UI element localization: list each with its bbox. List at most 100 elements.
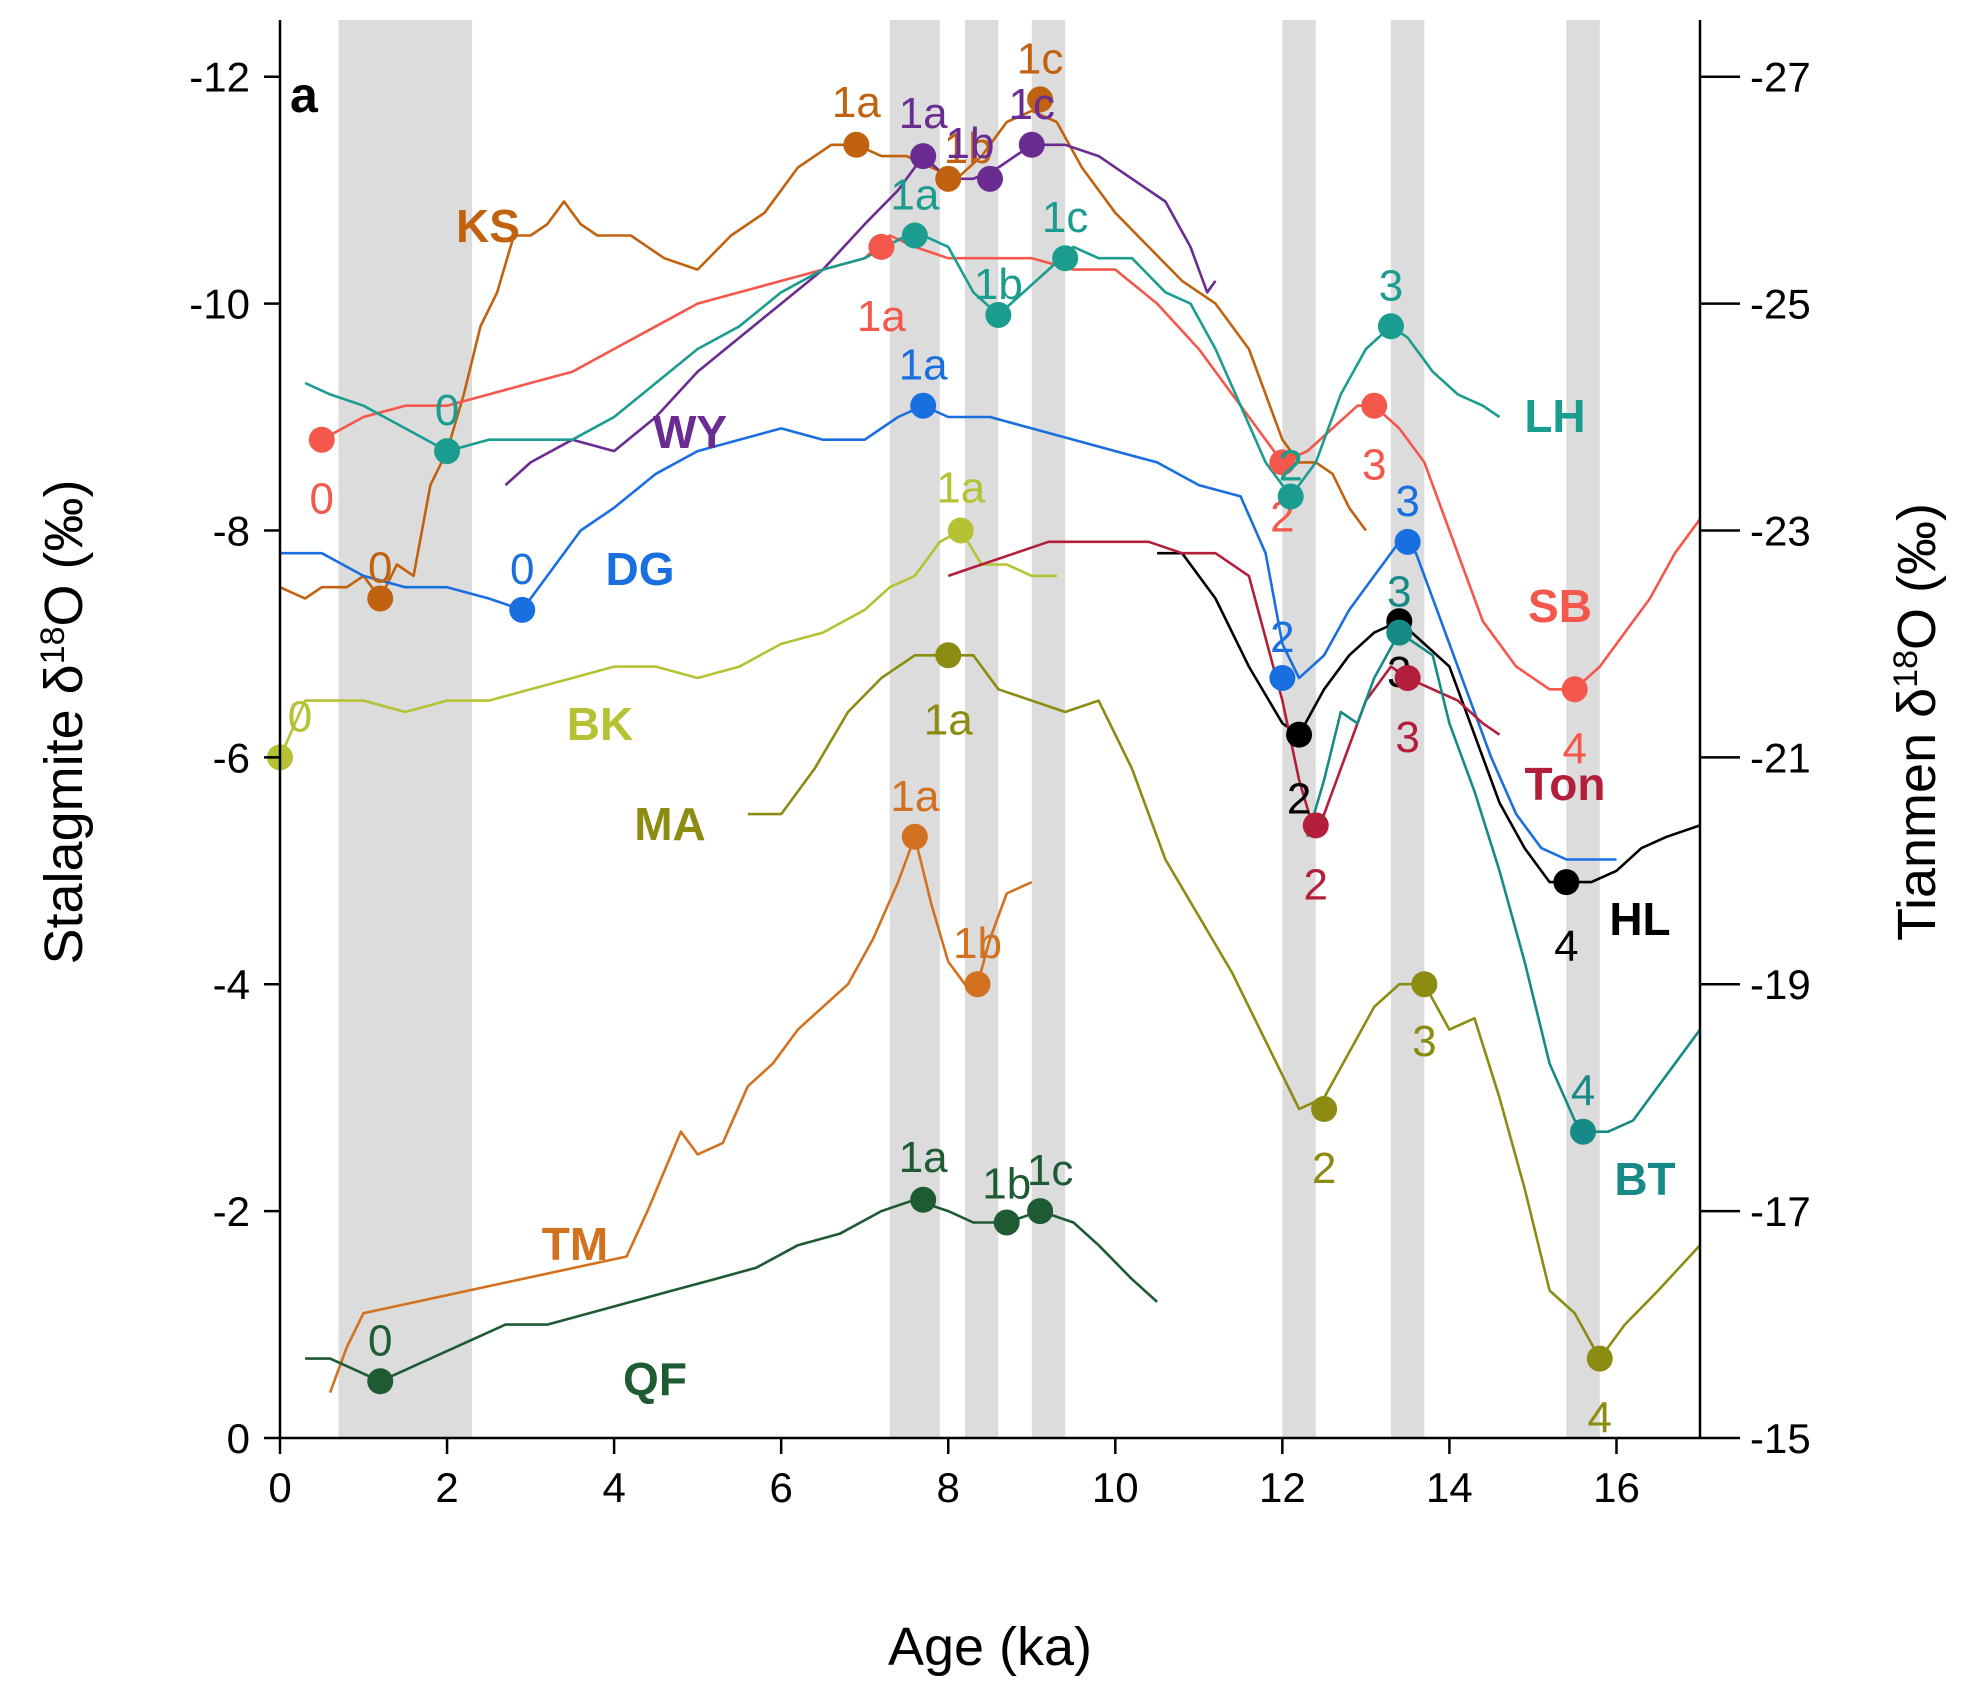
marker-hl-2 [1286,721,1313,748]
series-label-lh: LH [1524,390,1585,442]
marker-bk-1a [947,517,974,544]
marker-label-ks-1a: 1a [832,78,881,127]
y-left-tick-label-0: 0 [227,1415,250,1462]
series-label-ks: KS [456,200,520,252]
marker-label-lh-0: 0 [435,386,459,435]
x-tick-label-16: 16 [1593,1464,1640,1511]
marker-label-qf-1c: 1c [1027,1146,1073,1195]
marker-label-hl-2: 2 [1287,775,1311,824]
marker-wy-1b [977,165,1003,192]
marker-ks-1c [1027,86,1054,113]
marker-dg-2 [1269,664,1296,691]
marker-lh-1a [901,222,928,249]
shaded-interval-5 [1390,20,1425,1438]
y-right-tick-label--27: -27 [1750,54,1811,101]
marker-label-ks-1b: 1b [944,124,993,173]
series-label-qf: QF [623,1353,687,1405]
marker-label-lh-1a: 1a [890,171,939,220]
marker-lh-2 [1277,483,1304,510]
marker-dg-1a [910,392,937,419]
marker-label-ton-2: 2 [1304,860,1328,909]
series-labels: KS WY LH DG SB BK Ton MA HL TM BT QF [456,200,1676,1405]
marker-wy-1c [1018,131,1045,158]
marker-label-lh-1b: 1b [974,260,1023,309]
shaded-interval-2 [964,20,999,1438]
marker-bt-4 [1570,1118,1597,1145]
marker-label-ks-1c: 1c [1017,34,1063,83]
y-right-tick-label--23: -23 [1750,507,1811,554]
marker-label-sb-4: 4 [1562,724,1586,773]
marker-label-qf-1a: 1a [899,1133,948,1182]
marker-label-tm-1b: 1b [953,919,1002,968]
x-tick-label-2: 2 [435,1464,458,1511]
marker-label-wy-1a: 1a [899,89,948,138]
marker-label-dg-1a: 1a [899,341,948,390]
x-tick-label-0: 0 [268,1464,291,1511]
series-label-ma: MA [634,798,706,850]
marker-qf-0 [367,1368,394,1395]
series-line-ton [947,540,1501,839]
marker-tm-1a [901,823,928,850]
series-label-dg: DG [606,543,675,595]
marker-label-dg-2: 2 [1270,613,1294,662]
marker-label-ma-2: 2 [1312,1144,1336,1193]
y-left-tick-label--10: -10 [189,281,250,328]
marker-label-sb-0: 0 [310,475,334,524]
marker-qf-1b [993,1209,1020,1236]
y-axis-right-title: Tianmen δ18O (‰) [1887,503,1947,941]
marker-label-ma-4: 4 [1588,1394,1612,1443]
panel-label: a [290,67,319,123]
marker-label-sb-1a: 1a [857,292,906,341]
x-tick-label-14: 14 [1426,1464,1473,1511]
x-tick-label-10: 10 [1092,1464,1139,1511]
y-axis-left-title: Stalagmite δ18O (‰) [34,479,94,964]
marker-qf-1c [1027,1198,1054,1225]
marker-label-hl-4: 4 [1554,922,1578,971]
series-label-bk: BK [567,698,633,750]
marker-label-dg-3: 3 [1395,477,1419,526]
series-line-ks [279,109,1367,600]
series-label-wy: WY [653,406,727,458]
marker-lh-1b [985,301,1012,328]
y-right-tick-label--15: -15 [1750,1415,1811,1462]
x-axis-title: Age (ka) [888,1617,1092,1677]
marker-label-bt-3: 3 [1387,568,1411,617]
marker-sb-3 [1361,392,1388,419]
marker-wy-1a [910,143,937,170]
shaded-interval-0 [338,20,473,1438]
y-right-tick-label--25: -25 [1750,281,1811,328]
marker-bt-3 [1386,619,1413,646]
marker-lh-3 [1377,313,1404,340]
x-tick-label-4: 4 [602,1464,625,1511]
marker-label-tm-1a: 1a [890,772,939,821]
axes: 0 2 4 6 8 10 12 14 16 0 -2 -4 -6 -8 -10 -12 -15 -17 -19 -21… [189,20,1811,1511]
series-label-sb: SB [1528,580,1592,632]
marker-sb-0 [308,426,335,453]
marker-ks-1b [935,165,962,192]
marker-qf-1a [910,1186,937,1213]
marker-label-ton-3: 3 [1395,713,1419,762]
marker-lh-0 [434,438,461,465]
marker-label-dg-0: 0 [510,545,534,594]
series-label-hl: HL [1609,893,1670,945]
y-right-tick-label--19: -19 [1750,961,1811,1008]
x-tick-label-6: 6 [769,1464,792,1511]
marker-dg-0 [509,596,536,623]
marker-label-ma-3: 3 [1412,1017,1436,1066]
marker-sb-4 [1561,676,1588,703]
marker-ma-2 [1311,1096,1338,1123]
marker-label-sb-3: 3 [1362,441,1386,490]
marker-hl-4 [1553,869,1580,896]
shaded-interval-6 [1566,20,1600,1438]
marker-dg-3 [1394,528,1421,555]
marker-ma-3 [1411,971,1438,998]
marker-ton-3 [1394,664,1421,691]
marker-ma-1a [935,642,962,669]
marker-label-lh-2: 2 [1278,441,1302,490]
marker-sb-1a [868,233,895,260]
marker-ton-2 [1302,812,1329,839]
series-label-tm: TM [542,1218,608,1270]
series-line-dg [280,404,1617,861]
series-line-lh [304,234,1501,498]
